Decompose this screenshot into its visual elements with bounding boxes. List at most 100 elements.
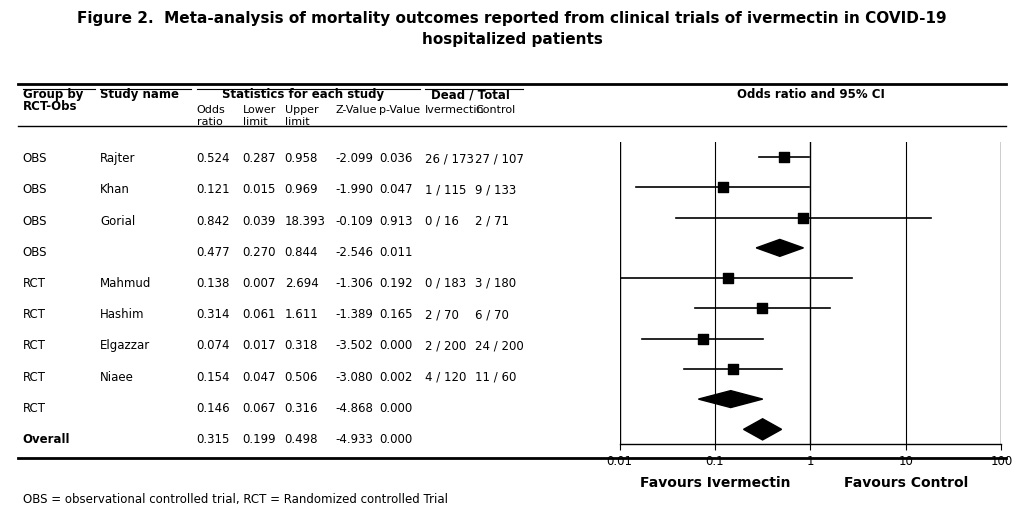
Text: 0 / 16: 0 / 16 bbox=[425, 215, 459, 228]
Text: -0.109: -0.109 bbox=[336, 215, 374, 228]
Text: 27 / 107: 27 / 107 bbox=[475, 152, 524, 165]
Text: Figure 2.  Meta-analysis of mortality outcomes reported from clinical trials of : Figure 2. Meta-analysis of mortality out… bbox=[77, 11, 947, 26]
Text: Odds ratio and 95% CI: Odds ratio and 95% CI bbox=[736, 88, 885, 102]
Text: 11 / 60: 11 / 60 bbox=[475, 370, 516, 383]
Text: -3.502: -3.502 bbox=[336, 339, 374, 352]
Polygon shape bbox=[743, 419, 781, 440]
Text: 0.000: 0.000 bbox=[379, 433, 412, 446]
Text: Control: Control bbox=[475, 105, 515, 115]
Text: 0.011: 0.011 bbox=[379, 246, 413, 259]
Text: RCT: RCT bbox=[23, 402, 45, 414]
Text: -4.868: -4.868 bbox=[336, 402, 374, 414]
Text: RCT: RCT bbox=[23, 277, 45, 290]
Text: 6 / 70: 6 / 70 bbox=[475, 308, 509, 321]
Text: Hashim: Hashim bbox=[100, 308, 144, 321]
Text: OBS: OBS bbox=[23, 246, 47, 259]
Polygon shape bbox=[756, 239, 804, 256]
Text: 0.015: 0.015 bbox=[243, 184, 276, 196]
Text: 2 / 71: 2 / 71 bbox=[475, 215, 509, 228]
Text: 0.036: 0.036 bbox=[379, 152, 413, 165]
Text: 0.017: 0.017 bbox=[243, 339, 276, 352]
Text: hospitalized patients: hospitalized patients bbox=[422, 32, 602, 47]
Text: Mahmud: Mahmud bbox=[100, 277, 152, 290]
Text: Lower
limit: Lower limit bbox=[243, 105, 276, 127]
Text: 0.498: 0.498 bbox=[285, 433, 318, 446]
Text: Statistics for each study: Statistics for each study bbox=[222, 88, 384, 102]
Text: 0.039: 0.039 bbox=[243, 215, 276, 228]
Text: 3 / 180: 3 / 180 bbox=[475, 277, 516, 290]
Text: 2.694: 2.694 bbox=[285, 277, 318, 290]
Text: p-Value: p-Value bbox=[379, 105, 420, 115]
Text: 0.270: 0.270 bbox=[243, 246, 276, 259]
Point bbox=[715, 183, 731, 191]
Text: 0.477: 0.477 bbox=[197, 246, 230, 259]
Text: -1.306: -1.306 bbox=[336, 277, 374, 290]
Text: 0 / 183: 0 / 183 bbox=[425, 277, 466, 290]
Text: 0.000: 0.000 bbox=[379, 402, 412, 414]
Text: 0.958: 0.958 bbox=[285, 152, 318, 165]
Text: RCT: RCT bbox=[23, 339, 45, 352]
Text: OBS: OBS bbox=[23, 215, 47, 228]
Text: -2.099: -2.099 bbox=[336, 152, 374, 165]
Text: OBS: OBS bbox=[23, 184, 47, 196]
Text: Overall: Overall bbox=[23, 433, 70, 446]
Text: 0.067: 0.067 bbox=[243, 402, 276, 414]
Point bbox=[775, 153, 792, 161]
Text: 26 / 173: 26 / 173 bbox=[425, 152, 474, 165]
Text: 9 / 133: 9 / 133 bbox=[475, 184, 516, 196]
Text: 0.146: 0.146 bbox=[197, 402, 230, 414]
Text: Upper
limit: Upper limit bbox=[285, 105, 318, 127]
Text: RCT: RCT bbox=[23, 308, 45, 321]
Text: Study name: Study name bbox=[100, 88, 179, 102]
Text: Group by: Group by bbox=[23, 88, 83, 102]
Text: 0.316: 0.316 bbox=[285, 402, 318, 414]
Text: 0.121: 0.121 bbox=[197, 184, 230, 196]
Text: 0.199: 0.199 bbox=[243, 433, 276, 446]
Text: 0.315: 0.315 bbox=[197, 433, 230, 446]
Text: 0.969: 0.969 bbox=[285, 184, 318, 196]
Text: 0.154: 0.154 bbox=[197, 370, 230, 383]
Text: -1.389: -1.389 bbox=[336, 308, 374, 321]
Text: Niaee: Niaee bbox=[100, 370, 134, 383]
Text: 0.842: 0.842 bbox=[197, 215, 230, 228]
Point bbox=[720, 274, 736, 282]
Text: Khan: Khan bbox=[100, 184, 130, 196]
Text: Rajter: Rajter bbox=[100, 152, 136, 165]
Text: 0.061: 0.061 bbox=[243, 308, 276, 321]
Text: 0.007: 0.007 bbox=[243, 277, 276, 290]
Point bbox=[694, 335, 711, 343]
Text: 0.318: 0.318 bbox=[285, 339, 318, 352]
Point bbox=[796, 214, 812, 222]
Point bbox=[725, 365, 741, 373]
Text: 24 / 200: 24 / 200 bbox=[475, 339, 524, 352]
Text: 0.524: 0.524 bbox=[197, 152, 230, 165]
Text: 0.047: 0.047 bbox=[379, 184, 413, 196]
Text: Favours Control: Favours Control bbox=[844, 476, 968, 490]
Text: Z-Value: Z-Value bbox=[336, 105, 378, 115]
Text: -1.990: -1.990 bbox=[336, 184, 374, 196]
Text: 2 / 200: 2 / 200 bbox=[425, 339, 466, 352]
Text: 0.002: 0.002 bbox=[379, 370, 413, 383]
Point bbox=[755, 304, 771, 312]
Text: Dead / Total: Dead / Total bbox=[431, 88, 510, 102]
Text: 18.393: 18.393 bbox=[285, 215, 326, 228]
Text: 0.913: 0.913 bbox=[379, 215, 413, 228]
Text: 4 / 120: 4 / 120 bbox=[425, 370, 466, 383]
Text: OBS = observational controlled trial, RCT = Randomized controlled Trial: OBS = observational controlled trial, RC… bbox=[23, 493, 447, 507]
Text: Gorial: Gorial bbox=[100, 215, 135, 228]
Text: 0.000: 0.000 bbox=[379, 339, 412, 352]
Text: RCT-Obs: RCT-Obs bbox=[23, 100, 77, 113]
Text: 0.047: 0.047 bbox=[243, 370, 276, 383]
Text: 0.165: 0.165 bbox=[379, 308, 413, 321]
Text: -4.933: -4.933 bbox=[336, 433, 374, 446]
Text: 2 / 70: 2 / 70 bbox=[425, 308, 459, 321]
Text: Elgazzar: Elgazzar bbox=[100, 339, 151, 352]
Text: Favours Ivermectin: Favours Ivermectin bbox=[640, 476, 791, 490]
Text: Odds
ratio: Odds ratio bbox=[197, 105, 225, 127]
Text: RCT: RCT bbox=[23, 370, 45, 383]
Text: 0.506: 0.506 bbox=[285, 370, 318, 383]
Text: 0.287: 0.287 bbox=[243, 152, 276, 165]
Text: 0.314: 0.314 bbox=[197, 308, 230, 321]
Text: 0.074: 0.074 bbox=[197, 339, 230, 352]
Text: OBS: OBS bbox=[23, 152, 47, 165]
